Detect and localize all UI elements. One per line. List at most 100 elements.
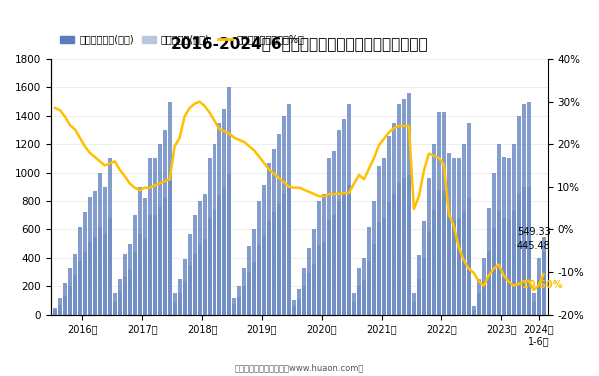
Bar — [297, 299, 301, 315]
Text: 制图：华经产业研究院（www.huaon.com）: 制图：华经产业研究院（www.huaon.com） — [235, 363, 364, 372]
Bar — [252, 262, 256, 315]
Bar — [377, 165, 381, 315]
Bar — [397, 183, 401, 315]
Bar — [113, 293, 117, 315]
Bar — [93, 191, 97, 315]
Bar — [397, 105, 401, 315]
Bar — [507, 220, 510, 315]
Bar — [217, 123, 222, 315]
Bar — [168, 181, 172, 315]
Bar — [527, 102, 531, 315]
Bar — [462, 211, 466, 315]
Bar — [417, 255, 421, 315]
Bar — [332, 215, 336, 315]
Bar — [302, 286, 306, 315]
Bar — [158, 207, 162, 315]
Bar — [222, 109, 226, 315]
Bar — [472, 306, 476, 315]
Bar — [148, 215, 152, 315]
Bar — [207, 218, 211, 315]
Bar — [357, 286, 361, 315]
Bar — [88, 242, 92, 315]
Legend: 房地产投资额(亿元), 住宅投资额(亿元), 房地产投资额增速（%）: 房地产投资额(亿元), 住宅投资额(亿元), 房地产投资额增速（%） — [56, 31, 308, 49]
Bar — [258, 201, 261, 315]
Bar — [202, 194, 207, 315]
Bar — [412, 302, 416, 315]
Bar — [527, 187, 531, 315]
Bar — [347, 105, 351, 315]
Bar — [277, 204, 282, 315]
Bar — [392, 123, 396, 315]
Bar — [537, 258, 540, 315]
Bar — [392, 194, 396, 315]
Bar — [541, 252, 546, 315]
Bar — [492, 173, 496, 315]
Bar — [442, 191, 446, 315]
Bar — [457, 158, 461, 315]
Bar — [232, 297, 237, 315]
Bar — [187, 234, 192, 315]
Bar — [522, 187, 525, 315]
Bar — [173, 293, 177, 315]
Bar — [217, 196, 222, 315]
Bar — [133, 252, 137, 315]
Bar — [362, 280, 366, 315]
Bar — [258, 245, 261, 315]
Bar — [103, 234, 107, 315]
Bar — [247, 272, 252, 315]
Bar — [262, 185, 267, 315]
Bar — [153, 158, 157, 315]
Bar — [482, 258, 486, 315]
Bar — [382, 218, 386, 315]
Bar — [78, 227, 82, 315]
Text: -10.50%: -10.50% — [519, 280, 563, 290]
Bar — [288, 105, 291, 315]
Bar — [417, 279, 421, 315]
Bar — [292, 300, 297, 315]
Bar — [58, 297, 62, 315]
Bar — [452, 158, 456, 315]
Bar — [222, 188, 226, 315]
Bar — [138, 187, 142, 315]
Bar — [402, 178, 406, 315]
Bar — [307, 248, 311, 315]
Bar — [138, 234, 142, 315]
Bar — [292, 306, 297, 315]
Bar — [412, 293, 416, 315]
Bar — [153, 215, 157, 315]
Bar — [467, 123, 471, 315]
Bar — [228, 88, 231, 315]
Bar — [352, 293, 356, 315]
Bar — [108, 158, 112, 315]
Bar — [58, 305, 62, 315]
Bar — [357, 268, 361, 315]
Bar — [192, 253, 196, 315]
Bar — [322, 242, 326, 315]
Bar — [332, 152, 336, 315]
Bar — [98, 227, 102, 315]
Bar — [63, 296, 67, 315]
Bar — [352, 302, 356, 315]
Bar — [427, 178, 431, 315]
Bar — [462, 144, 466, 315]
Bar — [267, 163, 271, 315]
Bar — [307, 273, 311, 315]
Bar — [312, 229, 316, 315]
Bar — [243, 286, 246, 315]
Bar — [252, 229, 256, 315]
Bar — [53, 308, 57, 315]
Bar — [512, 144, 516, 315]
Bar — [123, 276, 127, 315]
Bar — [173, 302, 177, 315]
Bar — [347, 185, 351, 315]
Bar — [128, 244, 132, 315]
Bar — [432, 144, 436, 315]
Bar — [452, 220, 456, 315]
Bar — [83, 252, 87, 315]
Bar — [198, 245, 201, 315]
Bar — [407, 176, 411, 315]
Bar — [123, 253, 127, 315]
Bar — [143, 198, 147, 315]
Bar — [497, 211, 501, 315]
Bar — [282, 116, 286, 315]
